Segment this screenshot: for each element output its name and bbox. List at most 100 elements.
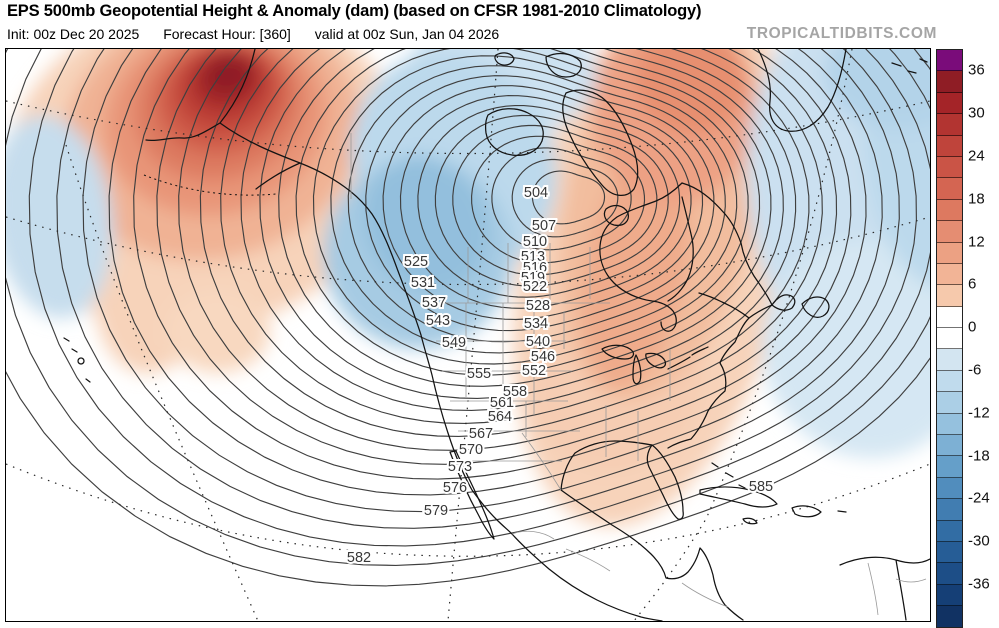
- chart-subtitle: Init: 00z Dec 20 2025 Forecast Hour: [36…: [7, 26, 519, 42]
- contour-label-555: 555: [467, 366, 491, 382]
- colorbar-cell: [937, 156, 962, 179]
- contour-label-579: 579: [424, 503, 448, 519]
- height-contours: [6, 49, 930, 587]
- colorbar-tick: -36: [968, 575, 990, 593]
- height-contour-528: [382, 85, 704, 321]
- height-contour-531: [365, 75, 715, 332]
- anomaly-blob: [636, 49, 746, 134]
- colorbar-tick: 36: [968, 61, 985, 79]
- anomaly-blob: [204, 54, 252, 96]
- colorbar-cell: [937, 477, 962, 500]
- height-contour-537: [330, 55, 738, 354]
- colorbar-cell: [937, 242, 962, 264]
- height-contour-546: [278, 49, 772, 387]
- anomaly-blob: [364, 155, 488, 293]
- colorbar-tick: 18: [968, 190, 985, 208]
- map-frame: 504 507 510 513 516 519 522 525 528 531 534 537 540 5…: [5, 48, 931, 622]
- contour-label-516: 516: [523, 260, 547, 276]
- colorbar-cell: [937, 541, 962, 564]
- init-time: Init: 00z Dec 20 2025: [7, 26, 140, 42]
- height-contour-540: [312, 49, 749, 365]
- watermark: TROPICALTIDBITS.COM: [746, 25, 937, 42]
- colorbar-tick-labels: 36 30 24 18 12 6 0 -6 -12 -18 -24 -30 -36: [968, 49, 999, 628]
- colorbar-tick: -18: [968, 447, 990, 465]
- height-contour-579: [28, 49, 930, 547]
- height-contour-525: [399, 95, 692, 309]
- contour-label-582: 582: [347, 550, 371, 566]
- state-borders: [350, 133, 927, 616]
- contour-label-528: 528: [526, 298, 550, 314]
- colorbar-tick: 6: [968, 275, 977, 293]
- contour-label-585: 585: [749, 479, 773, 495]
- contour-label-519: 519: [521, 270, 545, 286]
- height-contour-555: [220, 49, 810, 424]
- colorbar-tick: 0: [968, 318, 977, 336]
- contour-label-531: 531: [411, 275, 435, 291]
- valid-time: valid at 00z Sun, Jan 04 2026: [314, 26, 500, 42]
- height-contour-507: [511, 158, 619, 238]
- colorbar-cell: [937, 606, 962, 627]
- colorbar-cell: [937, 413, 962, 436]
- coastlines: [63, 49, 930, 621]
- colorbar-cell: [937, 435, 962, 457]
- chart-title: EPS 500mb Geopotential Height & Anomaly …: [7, 2, 702, 20]
- colorbar-cell: [937, 456, 962, 478]
- colorbar-tick: 30: [968, 104, 985, 122]
- contour-label-522: 522: [523, 279, 547, 295]
- colorbar-tick: -6: [968, 361, 982, 379]
- forecast-hour: Forecast Hour: [360]: [163, 26, 291, 42]
- height-contour-522: [417, 105, 681, 298]
- height-contour-576: [56, 49, 917, 529]
- contour-label-507: 507: [532, 218, 556, 234]
- colorbar-tick: 24: [968, 147, 985, 165]
- anomaly-blob: [166, 289, 270, 373]
- contour-label-537: 537: [422, 295, 446, 311]
- colorbar-cell: [937, 328, 962, 350]
- colorbar-tick: -30: [968, 532, 990, 550]
- contour-label-564: 564: [488, 409, 512, 425]
- colorbar-cell: [937, 584, 962, 607]
- anomaly-blob: [762, 239, 930, 459]
- contour-label-576: 576: [443, 480, 467, 496]
- contour-label-552: 552: [522, 363, 546, 379]
- colorbar-cell: [937, 199, 962, 222]
- map-svg: 5045075105135165195225255285315345375405…: [6, 49, 930, 621]
- colorbar-cell: [937, 499, 962, 521]
- colorbar-cell: [937, 263, 962, 286]
- contour-label-546: 546: [531, 349, 555, 365]
- contour-label-570: 570: [459, 442, 483, 458]
- height-contour-504: [531, 170, 606, 225]
- contour-label-549: 549: [442, 335, 466, 351]
- colorbar-tick: 12: [968, 233, 985, 251]
- height-contour-582: [6, 49, 930, 566]
- height-contour-567: [133, 49, 867, 480]
- height-contour-516: [452, 124, 658, 276]
- contour-label-504: 504: [524, 185, 548, 201]
- colorbar-tick: -24: [968, 489, 990, 507]
- colorbar-cell: [937, 520, 962, 542]
- contour-label-558: 558: [503, 384, 527, 400]
- colorbar-tick: -12: [968, 404, 990, 422]
- anomaly-shading: [6, 49, 930, 527]
- anomaly-blob: [6, 115, 114, 319]
- colorbar-cell: [937, 135, 962, 157]
- colorbar-cell: [937, 285, 962, 307]
- contour-label-561: 561: [490, 395, 514, 411]
- colorbar-cell: [937, 349, 962, 371]
- contour-labels: 5045075105135165195225255285315345375405…: [345, 183, 775, 568]
- height-contour-543: [295, 49, 761, 376]
- height-contour-513: [471, 135, 646, 264]
- contour-label-510: 510: [523, 234, 547, 250]
- height-contour-549: [259, 49, 784, 399]
- height-contour-570: [108, 49, 883, 496]
- contour-label-513: 513: [521, 249, 545, 265]
- colorbar-cell: [937, 50, 962, 72]
- colorbar-cell: [937, 306, 962, 329]
- height-contour-558: [199, 49, 823, 437]
- colorbar-cell: [937, 71, 962, 93]
- height-contour-510: [491, 147, 632, 251]
- height-contour-519: [434, 114, 669, 287]
- colorbar-cell: [937, 563, 962, 585]
- height-contour-585: [6, 49, 930, 587]
